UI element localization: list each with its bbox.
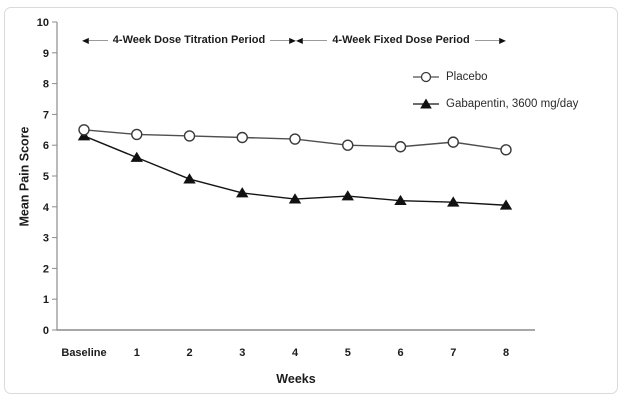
data-point-placebo xyxy=(236,131,248,144)
x-tick-label: 1 xyxy=(134,347,140,359)
x-tick-label: 2 xyxy=(186,347,192,359)
annotation-fixed-dose-period: ◀ 4-Week Fixed Dose Period ▶ xyxy=(296,33,506,47)
y-tick-label: 10 xyxy=(37,17,49,29)
arrow-left-icon: ◀ xyxy=(82,35,89,45)
data-point-gabapentin xyxy=(341,190,354,201)
y-tick-label: 9 xyxy=(43,48,49,60)
annotation-dose-titration-period: ◀ 4-Week Dose Titration Period ▶ xyxy=(82,33,296,47)
x-axis-title: Weeks xyxy=(276,372,316,386)
data-point-placebo xyxy=(183,130,196,142)
arrow-left-icon: ◀ xyxy=(296,35,303,45)
data-point-placebo xyxy=(394,141,407,153)
data-point-placebo xyxy=(78,124,90,136)
data-point-gabapentin xyxy=(499,199,513,210)
data-point-gabapentin xyxy=(130,151,143,162)
y-tick-label: 2 xyxy=(43,263,49,275)
x-tick-label: 4 xyxy=(292,347,299,359)
arrow-right-icon: ▶ xyxy=(289,35,297,45)
y-tick-label: 5 xyxy=(43,171,49,183)
y-tick-label: 4 xyxy=(43,202,50,214)
data-point-gabapentin xyxy=(394,194,407,206)
y-tick-label: 3 xyxy=(43,233,49,245)
legend-label: Placebo xyxy=(446,70,488,83)
data-point-placebo xyxy=(500,144,512,156)
annotation-label: 4-Week Dose Titration Period xyxy=(112,34,266,46)
data-point-placebo xyxy=(342,139,354,151)
filled-triangle-marker-icon xyxy=(413,98,439,108)
open-circle-marker-icon xyxy=(413,71,439,82)
data-point-placebo xyxy=(289,133,301,145)
x-tick-label: 8 xyxy=(503,347,509,359)
annotation-line xyxy=(474,39,500,41)
data-point-placebo xyxy=(447,136,459,148)
data-point-gabapentin xyxy=(288,193,302,204)
y-tick-label: 8 xyxy=(43,79,49,91)
data-point-placebo xyxy=(131,128,143,141)
x-tick-label: 7 xyxy=(450,347,456,359)
x-tick-label: Baseline xyxy=(61,347,106,359)
y-axis-title: Mean Pain Score xyxy=(17,126,32,227)
data-point-gabapentin xyxy=(236,187,249,198)
annotation-line xyxy=(270,39,290,41)
annotation-line xyxy=(302,39,328,41)
x-tick-label: 6 xyxy=(397,347,403,359)
legend-item-placebo: Placebo xyxy=(412,63,578,90)
annotation-label: 4-Week Fixed Dose Period xyxy=(332,34,470,46)
legend: Placebo Gabapentin, 3600 mg/day xyxy=(412,63,578,117)
annotation-line xyxy=(88,39,108,41)
legend-label: Gabapentin, 3600 mg/day xyxy=(446,97,579,110)
data-point-gabapentin xyxy=(447,196,460,207)
y-tick-label: 0 xyxy=(43,325,49,337)
y-tick-label: 7 xyxy=(43,109,49,121)
data-point-gabapentin xyxy=(183,173,196,184)
legend-item-gabapentin: Gabapentin, 3600 mg/day xyxy=(412,90,578,117)
x-tick-label: 3 xyxy=(239,347,245,359)
y-tick-label: 6 xyxy=(43,140,49,152)
x-tick-label: 5 xyxy=(345,347,351,359)
arrow-right-icon: ▶ xyxy=(499,35,507,45)
y-tick-label: 1 xyxy=(43,294,49,306)
